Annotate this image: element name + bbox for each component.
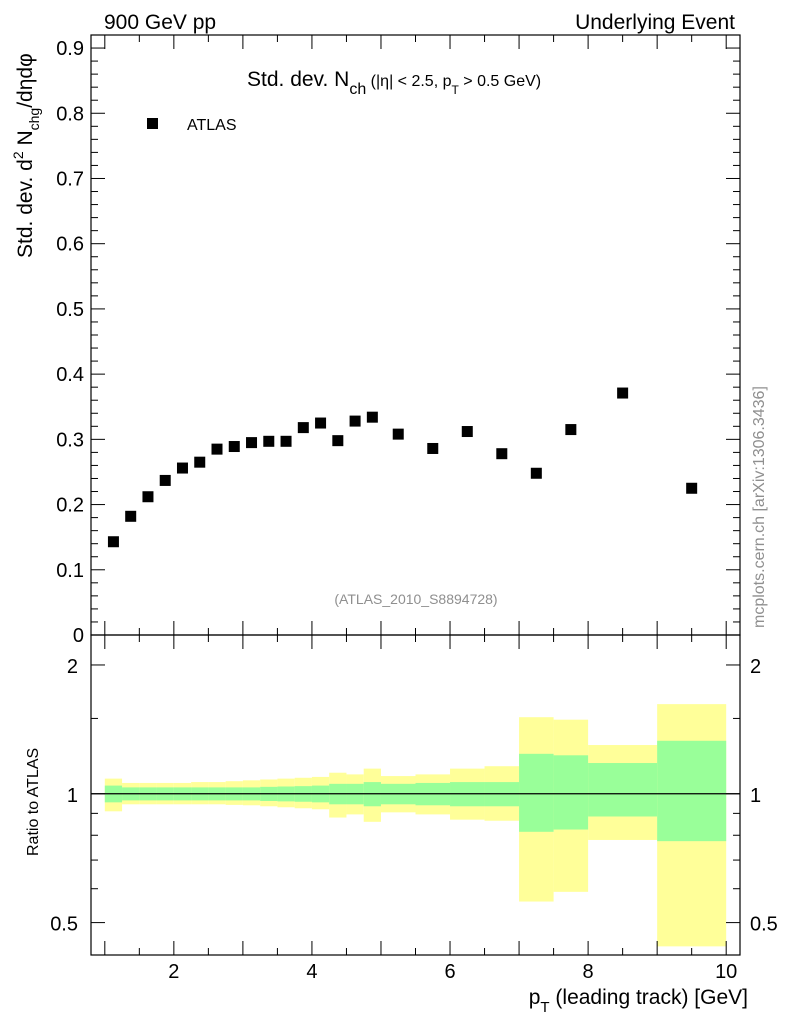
atlas-data-point	[315, 417, 327, 429]
analysis-watermark: (ATLAS_2010_S8894728)	[334, 591, 497, 607]
atlas-data-point	[228, 441, 240, 453]
ratio-stat-band-bin	[588, 763, 658, 817]
ratio-y-tick-label-left: 2	[67, 656, 78, 678]
ratio-stat-band-bin	[657, 740, 727, 842]
ratio-bands	[104, 704, 727, 947]
main-y-tick-label: 0.1	[56, 560, 84, 582]
x-tick-label: 6	[444, 961, 455, 983]
chart-title-paren-close: > 0.5 GeV)	[459, 73, 541, 90]
legend-marker-atlas	[147, 118, 158, 129]
atlas-data-point	[686, 482, 698, 494]
atlas-data-point	[461, 426, 473, 438]
ratio-stat-band-bin	[519, 753, 554, 832]
atlas-data-point	[366, 411, 378, 423]
ratio-stat-band-bin	[553, 755, 589, 830]
ratio-y-axis-label: Ratio to ATLAS	[25, 748, 42, 856]
atlas-data-point	[125, 510, 137, 522]
ratio-y-tick-label-right: 0.5	[750, 914, 778, 936]
atlas-data-point	[496, 448, 508, 460]
atlas-data-point	[194, 456, 206, 468]
ratio-y-tick-label-left: 1	[67, 785, 78, 807]
main-y-tick-label: 0.2	[56, 495, 84, 517]
mcplots-side-label: mcplots.cern.ch [arXiv:1306.3436]	[751, 386, 768, 628]
atlas-data-point	[211, 443, 223, 455]
main-y-tick-label: 0.3	[56, 429, 84, 451]
main-y-tick-label: 0.5	[56, 299, 84, 321]
y-axis-label-sup: 2	[10, 151, 26, 159]
chart-title-main: Std. dev. N	[247, 68, 349, 91]
x-axis-label: pT (leading track) [GeV]	[529, 986, 748, 1016]
main-y-tick-label: 0	[73, 625, 84, 647]
atlas-data-point	[142, 491, 154, 503]
atlas-data-point	[349, 415, 361, 427]
main-y-tick-label: 0.8	[56, 103, 84, 125]
y-axis-label-c: /dηdφ	[14, 53, 37, 108]
y-axis-label-a: Std. dev. d	[14, 159, 37, 258]
chart-title-paren-open: (|η| < 2.5, p	[366, 73, 451, 90]
chart-title: Std. dev. Nch (|η| < 2.5, pT > 0.5 GeV)	[247, 68, 541, 98]
legend-label-atlas: ATLAS	[187, 117, 237, 134]
x-tick-label: 10	[715, 961, 737, 983]
atlas-data-point	[107, 536, 119, 548]
atlas-data-point	[565, 424, 577, 436]
atlas-data-point	[246, 437, 258, 449]
ratio-y-tick-label-left: 0.5	[50, 914, 78, 936]
x-ticks: 2 4 6 8 10	[104, 35, 737, 983]
atlas-data-point	[176, 462, 188, 474]
header-right: Underlying Event	[575, 11, 735, 34]
data-markers	[107, 387, 698, 548]
x-tick-label: 2	[168, 961, 179, 983]
atlas-data-point	[297, 422, 309, 434]
x-axis-label-sub: T	[540, 999, 549, 1016]
main-y-tick-label: 0.9	[56, 38, 84, 60]
x-axis-label-b: (leading track) [GeV]	[550, 986, 748, 1009]
chart-title-main-sub: ch	[349, 81, 366, 98]
atlas-data-point	[617, 387, 629, 399]
x-tick-label: 4	[306, 961, 317, 983]
atlas-data-point	[263, 435, 275, 447]
atlas-data-point	[280, 435, 292, 447]
main-y-tick-label: 0.7	[56, 168, 84, 190]
ratio-y-tick-label-right: 1	[750, 785, 761, 807]
x-tick-label: 8	[583, 961, 594, 983]
atlas-data-point	[159, 474, 171, 486]
atlas-data-point	[530, 467, 542, 479]
ratio-y-tick-label-right: 2	[750, 656, 761, 678]
atlas-data-point	[392, 428, 404, 440]
y-axis-label-b: N	[14, 130, 37, 151]
ratio-y-ticks: 0.5 0.5 1 1 2 2	[50, 656, 778, 936]
chart-title-paren-sub: T	[451, 83, 459, 97]
main-y-tick-label: 0.4	[56, 364, 84, 386]
y-axis-label-sub: chg	[26, 108, 42, 131]
main-y-ticks: 0 0.1 0.2 0.3 0.4 0.5 0.6 0.7 0.8 0.9	[56, 38, 740, 647]
main-y-tick-label: 0.6	[56, 234, 84, 256]
y-axis-label: Std. dev. d2 Nchg/dηdφ	[10, 53, 42, 258]
atlas-data-point	[427, 442, 439, 454]
header-left: 900 GeV pp	[104, 11, 216, 34]
atlas-data-point	[332, 435, 344, 447]
x-axis-label-a: p	[529, 986, 541, 1009]
